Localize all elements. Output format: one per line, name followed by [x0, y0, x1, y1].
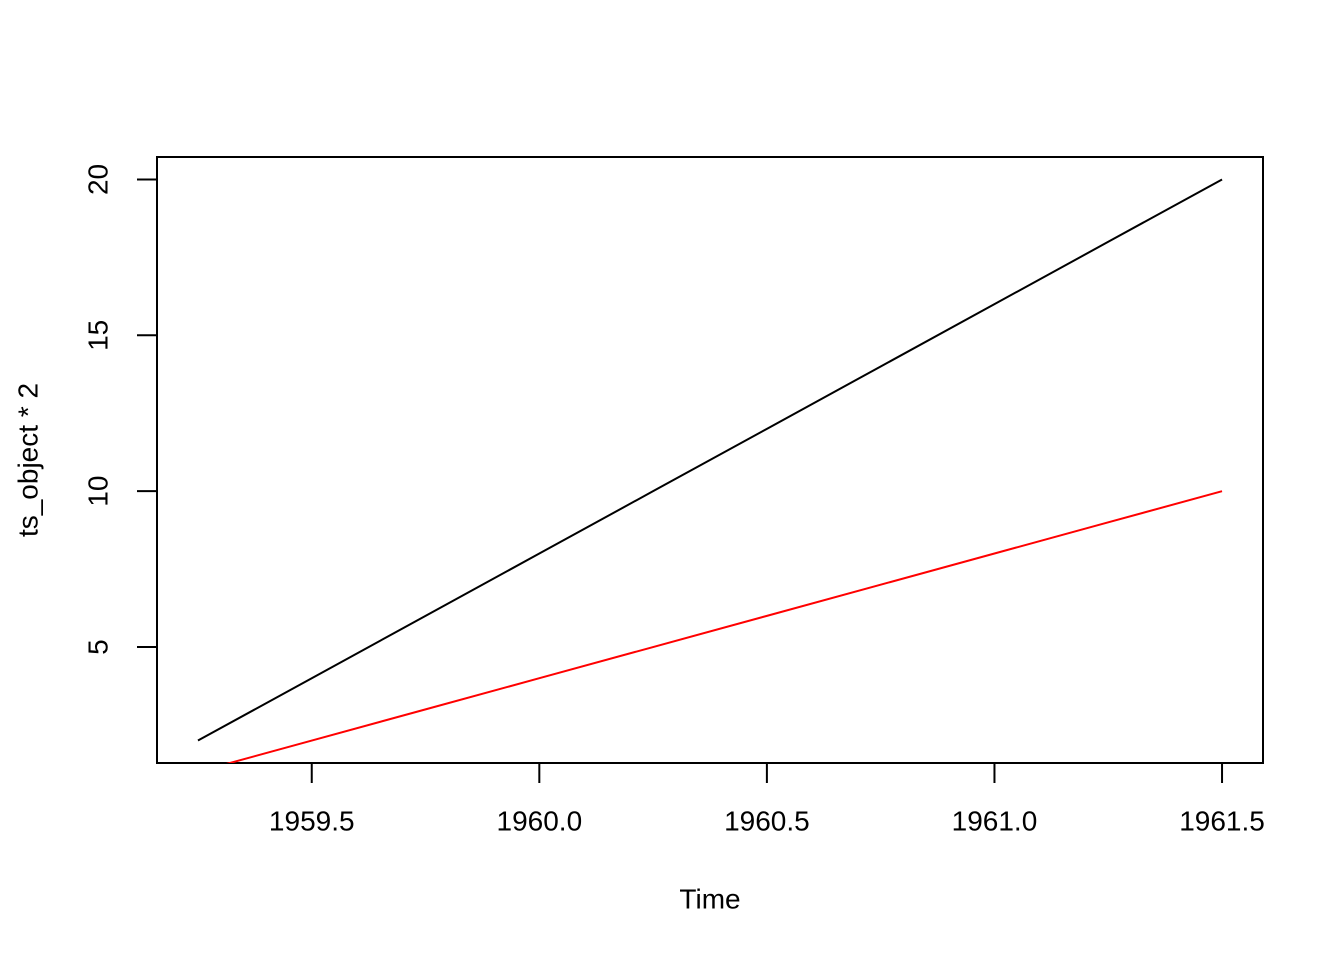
- series-line: [197, 178, 1223, 742]
- plot-area: [197, 178, 1223, 763]
- y-tick-label: 5: [82, 639, 113, 655]
- x-axis-label: Time: [679, 883, 740, 914]
- x-tick-label: 1960.5: [724, 805, 810, 836]
- x-tick-label: 1961.0: [952, 805, 1038, 836]
- x-tick-label: 1960.0: [497, 805, 583, 836]
- y-tick-label: 15: [82, 320, 113, 351]
- series-line: [226, 490, 1223, 763]
- y-tick-label: 20: [82, 164, 113, 195]
- y-tick-label: 10: [82, 476, 113, 507]
- x-tick-label: 1959.5: [269, 805, 355, 836]
- y-axis-label: ts_object * 2: [12, 383, 43, 537]
- x-tick-label: 1961.5: [1179, 805, 1265, 836]
